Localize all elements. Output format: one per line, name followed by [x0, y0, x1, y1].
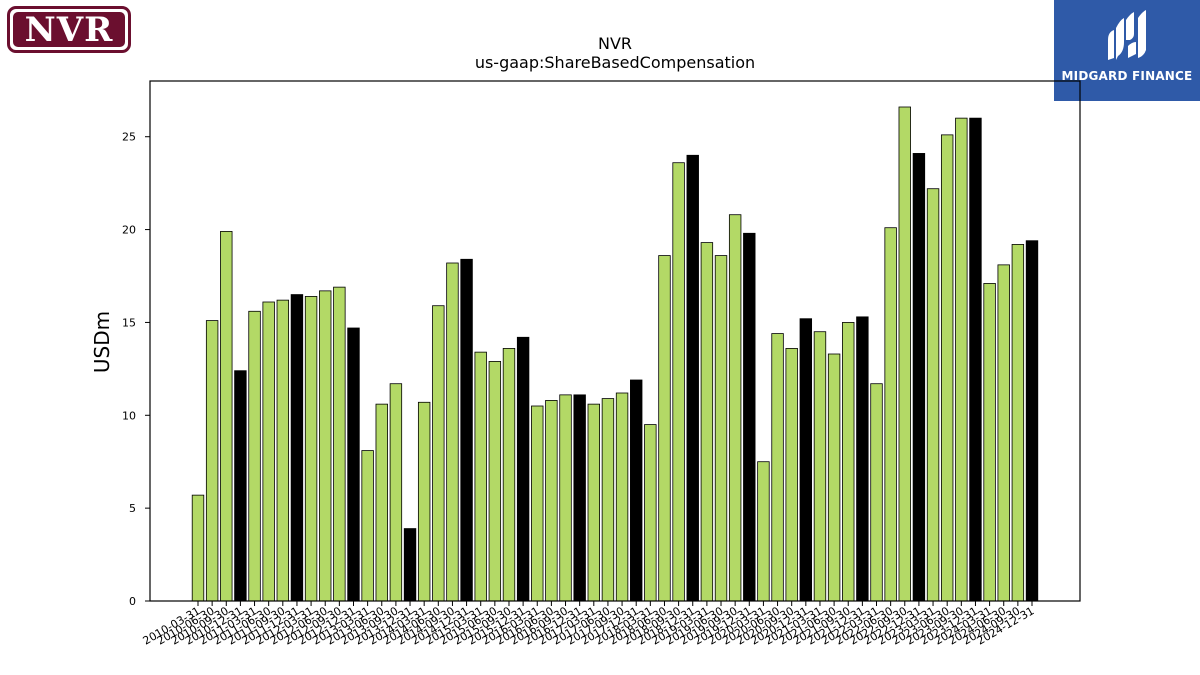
bar-2016-12-31	[573, 394, 586, 602]
bar-2015-12-31	[516, 336, 530, 602]
bar-2011-03-31	[248, 310, 261, 602]
bar-2024-12-31	[1025, 240, 1039, 602]
bar-2011-09-30	[276, 299, 290, 602]
chart-title: NVR	[598, 34, 632, 53]
nvr-logo: NVR	[7, 6, 131, 53]
y-tick-label: 25	[122, 131, 136, 144]
bar-2022-12-31	[912, 153, 926, 602]
bar-2018-12-31	[686, 154, 699, 602]
bar-2015-03-31	[474, 351, 487, 602]
bar-2020-06-30	[771, 333, 784, 602]
bar-2014-12-31	[460, 258, 473, 602]
bar-2012-06-30	[319, 290, 332, 602]
bar-2014-03-31	[417, 401, 431, 602]
bar-2021-12-31	[856, 316, 869, 602]
bar-2016-03-31	[531, 405, 544, 602]
bar-2014-09-30	[446, 262, 459, 602]
bar-2024-06-30	[997, 264, 1010, 602]
y-tick-label: 10	[122, 409, 136, 422]
bar-2023-03-31	[926, 188, 940, 602]
bar-2023-12-31	[969, 117, 982, 602]
bar-2018-06-30	[658, 255, 671, 602]
bar-2020-12-31	[799, 318, 813, 602]
bar-2020-09-30	[785, 348, 798, 602]
bar-2011-06-30	[262, 301, 275, 602]
x-ticks-group: 2010-03-312010-06-302010-09-302010-12-31…	[141, 601, 1037, 648]
bar-2010-06-30	[205, 320, 219, 602]
bar-2019-09-30	[728, 214, 742, 602]
bar-2020-03-31	[757, 461, 770, 602]
bar-2017-06-30	[601, 398, 615, 602]
bar-2010-12-31	[234, 370, 247, 602]
bar-2021-09-30	[842, 322, 855, 602]
bar-2017-09-30	[615, 392, 629, 602]
bar-2019-03-31	[700, 242, 714, 602]
bar-2012-09-30	[333, 286, 346, 602]
nvr-logo-text: NVR	[24, 9, 114, 50]
bar-2024-03-31	[983, 283, 996, 602]
chart-subtitle: us-gaap:ShareBasedCompensation	[475, 53, 755, 72]
bar-2022-09-30	[898, 106, 911, 602]
bar-2013-09-30	[389, 383, 403, 602]
bar-2016-09-30	[559, 394, 572, 602]
bar-2021-03-31	[813, 331, 827, 602]
bar-2010-03-31	[191, 494, 205, 602]
plot-frame	[149, 80, 1081, 602]
midgard-finance-wordmark: MIDGARD FINANCE	[1061, 69, 1193, 83]
bar-2022-03-31	[870, 383, 883, 602]
bar-2017-03-31	[587, 403, 600, 602]
bar-2018-09-30	[672, 162, 685, 602]
bar-2013-03-31	[361, 450, 374, 602]
midgard-mark-icon	[1108, 10, 1146, 60]
bar-2012-03-31	[304, 296, 318, 602]
bar-2011-12-31	[290, 294, 304, 602]
y-tick-label: 5	[129, 502, 136, 515]
bar-2023-06-30	[940, 134, 954, 602]
bar-2018-03-31	[644, 424, 657, 602]
bar-2023-09-30	[955, 117, 968, 602]
y-tick-label: 15	[122, 316, 136, 329]
bars-group	[191, 106, 1039, 602]
y-ticks-group: 0 5 10 15 20 25	[122, 131, 150, 608]
bar-2013-06-30	[375, 403, 388, 602]
midgard-finance-logo: MIDGARD FINANCE	[1054, 0, 1200, 101]
y-tick-label: 20	[122, 224, 136, 237]
bar-2014-06-30	[432, 305, 445, 602]
bar-2021-06-30	[827, 353, 841, 602]
bar-2017-12-31	[630, 379, 643, 602]
bar-2024-09-30	[1011, 244, 1025, 602]
bar-2022-06-30	[884, 227, 897, 602]
nvr-logo-frame: NVR	[13, 12, 125, 47]
bar-2019-06-30	[714, 255, 728, 602]
bar-2010-09-30	[220, 231, 233, 602]
bar-2019-12-31	[743, 232, 756, 602]
bar-2015-09-30	[502, 348, 516, 602]
bar-2013-12-31	[403, 528, 417, 602]
bar-2012-12-31	[347, 327, 360, 602]
bar-2016-06-30	[545, 400, 558, 602]
bar-2015-06-30	[488, 361, 502, 602]
y-axis-label: USDm	[90, 311, 114, 373]
y-tick-label: 0	[129, 595, 136, 608]
